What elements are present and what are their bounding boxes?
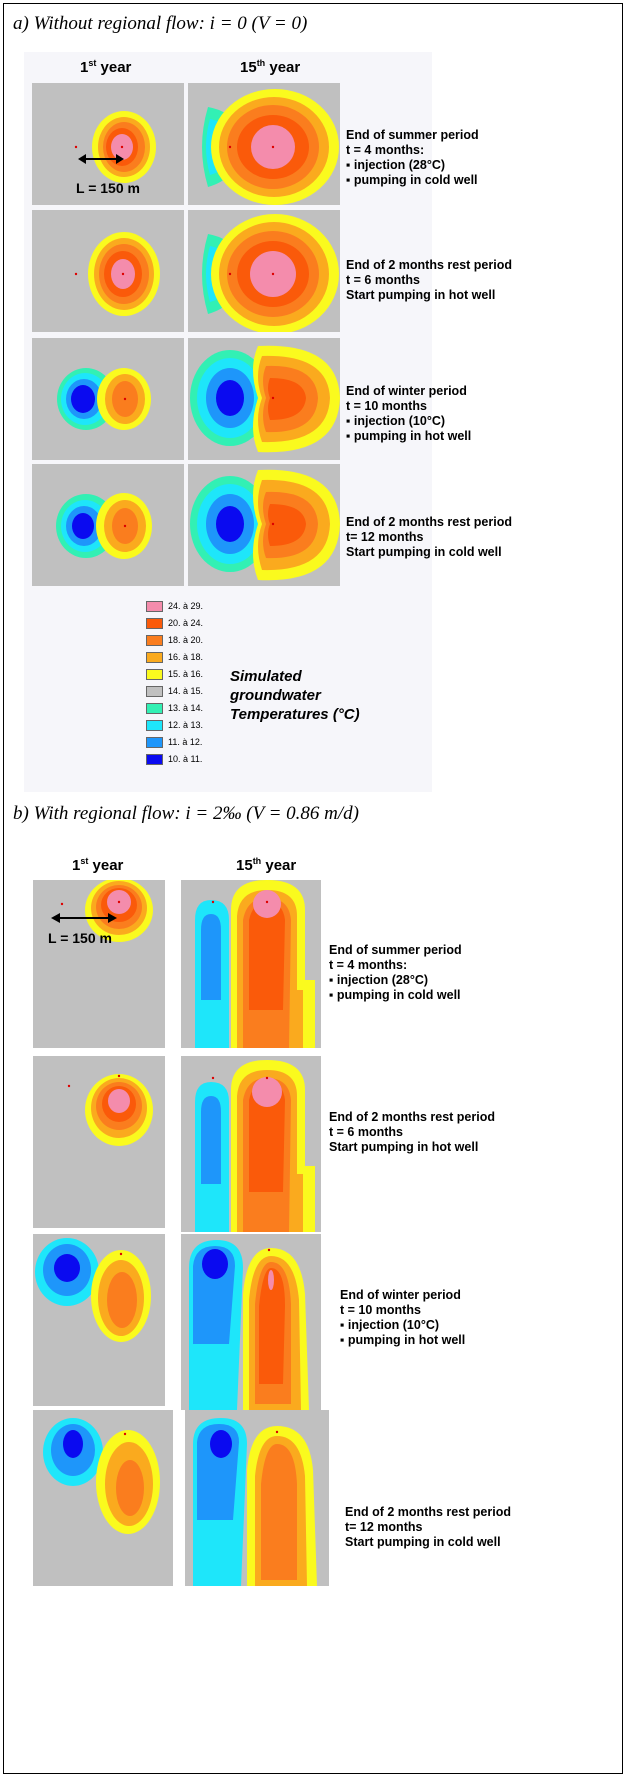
section-a-col2-heading: 15th year [240,58,301,76]
legend-swatch [146,652,163,663]
legend-swatch [146,703,163,714]
section-b-row2-description: End of 2 months rest period t = 6 months… [329,1110,495,1154]
plume-panel-a-year1-summer [32,83,184,205]
plume-panel-b-year15-summer [181,880,321,1048]
legend-swatch [146,635,163,646]
section-b-row3-description: End of winter period t = 10 months ▪ inj… [340,1288,466,1347]
section-a-row2-description: End of 2 months rest period t = 6 months… [346,258,512,302]
plume-panel-b-year15-rest1 [181,1056,321,1232]
plume-panel-b-year1-rest1 [33,1056,165,1228]
legend-swatch [146,737,163,748]
section-b-length-label: L = 150 m [48,930,112,946]
plume-panel-a-year15-rest1 [188,210,340,332]
plume-panel-b-year1-winter [33,1234,165,1406]
section-a-row4-description: End of 2 months rest period t= 12 months… [346,515,512,559]
legend-title: Simulated groundwater Temperatures (°C) [230,668,360,723]
legend-swatch [146,754,163,765]
section-b-title: b) With regional flow: i = 2‰ (V = 0.86 … [13,803,359,824]
section-a-length-label: L = 150 m [76,180,140,196]
section-b-row1-description: End of summer period t = 4 months: ▪ inj… [329,943,462,1002]
section-a-title: a) Without regional flow: i = 0 (V = 0) [13,13,308,34]
temperature-legend: 24. à 29. 20. à 24. 18. à 20. 16. à 18. … [146,601,446,771]
plume-panel-a-year1-rest2 [32,464,184,586]
legend-swatch [146,601,163,612]
plume-panel-a-year1-rest1 [32,210,184,332]
legend-swatch [146,720,163,731]
plume-panel-a-year15-rest2 [188,464,340,586]
plume-panel-a-year1-winter [32,338,184,460]
legend-swatch [146,686,163,697]
plume-panel-b-year1-rest2 [33,1410,173,1586]
legend-swatch [146,669,163,680]
section-b-col2-heading: 15th year [236,856,297,874]
section-a-row3-description: End of winter period t = 10 months ▪ inj… [346,384,472,443]
section-b-row4-description: End of 2 months rest period t= 12 months… [345,1505,511,1549]
plume-panel-b-year15-rest2 [185,1410,329,1586]
plume-panel-a-year15-summer [188,83,340,205]
plume-panel-b-year1-summer [33,880,165,1048]
section-a-col1-heading: 1st year [80,58,132,76]
plume-panel-b-year15-winter [181,1234,321,1410]
legend-swatch [146,618,163,629]
section-a-row1-description: End of summer period t = 4 months: ▪ inj… [346,128,479,187]
section-b-col1-heading: 1st year [72,856,124,874]
plume-panel-a-year15-winter [188,338,340,460]
